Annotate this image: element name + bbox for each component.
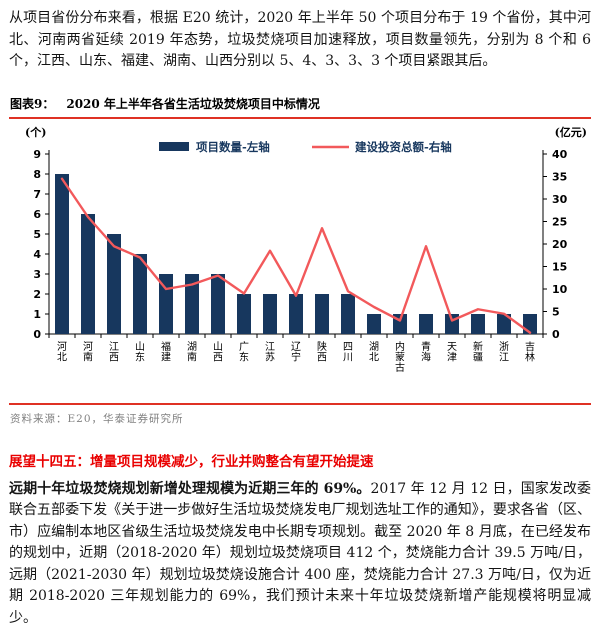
svg-text:9: 9 xyxy=(33,148,41,161)
svg-text:内蒙古: 内蒙古 xyxy=(395,340,405,374)
svg-text:10: 10 xyxy=(552,283,568,296)
svg-text:江西: 江西 xyxy=(109,341,119,364)
svg-text:青海: 青海 xyxy=(421,340,431,364)
svg-text:建设投资总额-右轴: 建设投资总额-右轴 xyxy=(355,140,452,154)
svg-text:7: 7 xyxy=(33,188,41,201)
figure-source: 资料来源：E20，华泰证券研究所 xyxy=(9,403,591,426)
figure-block: 图表9： 2020 年上半年各省生活垃圾焚烧项目中标情况 (个) (亿元) 项目数量-… xyxy=(9,95,591,426)
svg-text:湖北: 湖北 xyxy=(369,341,379,364)
outlook-lead: 远期十年垃圾焚烧规划新增处理规模为近期三年的 69%。 xyxy=(9,481,371,497)
svg-text:辽宁: 辽宁 xyxy=(291,341,301,364)
svg-text:4: 4 xyxy=(33,248,41,261)
outlook-heading: 展望十四五：增量项目规模减少，行业并购整合有望开始提速 xyxy=(9,450,591,470)
svg-text:浙江: 浙江 xyxy=(499,341,509,364)
svg-text:福建: 福建 xyxy=(161,340,171,364)
svg-text:20: 20 xyxy=(552,238,568,251)
svg-text:四川: 四川 xyxy=(343,342,353,364)
svg-text:2: 2 xyxy=(33,288,41,301)
svg-text:8: 8 xyxy=(33,168,41,181)
svg-text:湖南: 湖南 xyxy=(187,341,197,364)
svg-text:天津: 天津 xyxy=(447,342,457,364)
figure-title: 2020 年上半年各省生活垃圾焚烧项目中标情况 xyxy=(66,97,320,111)
svg-text:0: 0 xyxy=(33,328,41,341)
svg-text:35: 35 xyxy=(552,170,567,183)
svg-text:15: 15 xyxy=(552,260,567,273)
svg-text:6: 6 xyxy=(33,208,41,221)
svg-text:5: 5 xyxy=(552,305,560,318)
svg-text:40: 40 xyxy=(552,148,568,161)
svg-text:新疆: 新疆 xyxy=(473,340,483,364)
svg-text:0: 0 xyxy=(552,328,560,341)
svg-text:吉林: 吉林 xyxy=(525,341,535,364)
svg-text:1: 1 xyxy=(33,308,41,321)
svg-text:3: 3 xyxy=(33,268,41,281)
svg-text:山西: 山西 xyxy=(213,341,223,364)
svg-text:(亿元): (亿元) xyxy=(555,125,587,139)
svg-text:广东: 广东 xyxy=(239,341,249,364)
intro-paragraph: 从项目省份分布来看，根据 E20 统计，2020 年上半年 50 个项目分布于 … xyxy=(9,8,591,73)
svg-text:陕西: 陕西 xyxy=(317,340,327,364)
outlook-body: 2017 年 12 月 12 日，国家发改委联合五部委下发《关于进一步做好生活垃… xyxy=(9,481,591,626)
svg-text:25: 25 xyxy=(552,215,567,228)
outlook-paragraph: 远期十年垃圾焚烧规划新增处理规模为近期三年的 69%。2017 年 12 月 1… xyxy=(9,479,591,629)
svg-text:(个): (个) xyxy=(25,125,46,139)
bar-line-chart: (个) (亿元) 项目数量-左轴 建设投资总额-右轴 0 1 2 3 4 5 6 7 8 9 0 5 10 15 2… xyxy=(9,119,591,402)
svg-text:5: 5 xyxy=(33,228,41,241)
chart-svg: (个) (亿元) 项目数量-左轴 建设投资总额-右轴 0 1 2 3 4 5 6 7 8 9 0 5 10 15 2… xyxy=(9,122,591,398)
svg-text:山东: 山东 xyxy=(135,341,145,364)
figure-label: 图表9： xyxy=(10,97,54,111)
svg-text:项目数量-左轴: 项目数量-左轴 xyxy=(196,140,270,154)
svg-text:河南: 河南 xyxy=(83,341,93,364)
svg-text:河北: 河北 xyxy=(57,341,67,364)
figure-header: 图表9： 2020 年上半年各省生活垃圾焚烧项目中标情况 xyxy=(9,95,591,119)
svg-text:30: 30 xyxy=(552,193,568,206)
svg-text:江苏: 江苏 xyxy=(265,341,275,364)
